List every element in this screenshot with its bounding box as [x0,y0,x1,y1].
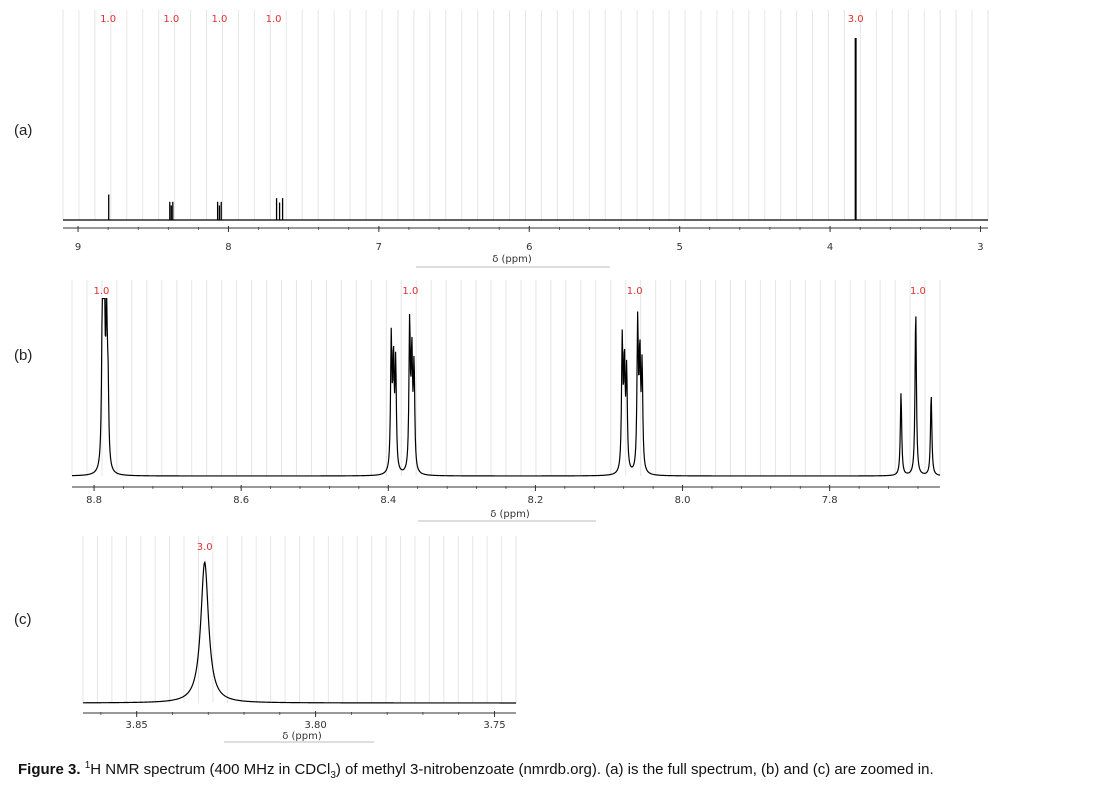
x-tick-label: 3.75 [483,720,505,731]
panel-a: (a) 9 8 7 6 5 4 3 δ (ppm) 1.0 1.0 1.0 1.0 3.0 [14,10,989,268]
caption-superscript: 1 [84,760,91,771]
x-tick-label: 5 [676,242,682,253]
x-tick-label: 7 [376,242,382,253]
spectrum-trace [83,560,516,704]
caption-text-2: ) of methyl 3-nitrobenzoate (nmrdb.org).… [335,761,934,778]
x-axis-title: δ (ppm) [282,731,322,742]
x-tick-label: 7.8 [822,495,838,506]
x-tick-label: 3.85 [126,720,148,731]
x-axis-title: δ (ppm) [492,254,532,265]
caption-label: Figure 3 [18,761,77,778]
x-tick-label: 8.2 [527,495,543,506]
caption-subscript: 3 [330,770,336,781]
integration-label: 1.0 [402,286,418,297]
integration-label: 3.0 [848,14,864,25]
x-tick-label: 8.4 [380,495,396,506]
x-tick-label: 8.8 [86,495,102,506]
x-axis-title: δ (ppm) [490,509,530,520]
x-tick-label: 8.0 [675,495,691,506]
integration-label: 1.0 [627,286,643,297]
x-tick-label: 3 [977,242,983,253]
panel-label: (a) [14,122,32,139]
integration-label: 1.0 [211,14,227,25]
panel-label: (b) [14,347,32,364]
x-tick-label: 8.6 [233,495,249,506]
integration-label: 1.0 [163,14,179,25]
panel-label: (c) [14,611,32,628]
integration-label: 1.0 [910,286,926,297]
panel-b: (b) 8.8 8.6 8.4 8.2 8.0 7.8 δ (ppm) 1.0 1.0 1.0 1.0 [14,280,941,522]
x-tick-label: 3.80 [304,720,326,731]
integration-label: 3.0 [197,542,213,553]
x-tick-label: 4 [827,242,833,253]
caption-text-1: H NMR spectrum (400 MHz in CDCl [90,761,331,778]
integration-label: 1.0 [93,286,109,297]
spectrum-trace [71,297,941,477]
x-tick-label: 9 [75,242,81,253]
figure-caption: Figure 3. 1H NMR spectrum (400 MHz in CD… [18,760,934,781]
integration-label: 1.0 [266,14,282,25]
x-tick-label: 6 [526,242,532,253]
x-tick-label: 8 [225,242,231,253]
panel-c: (c) 3.85 3.80 3.75 δ (ppm) 3.0 [14,536,517,743]
integration-label: 1.0 [100,14,116,25]
